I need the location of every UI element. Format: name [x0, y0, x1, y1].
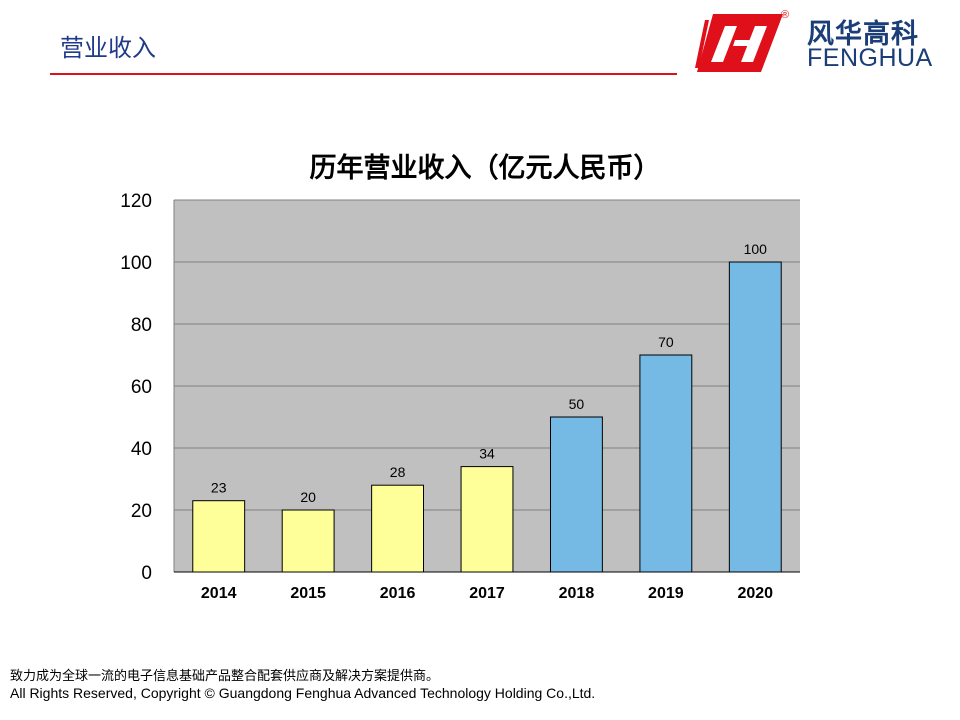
logo-english-name: FENGHUA — [807, 44, 933, 72]
x-tick-label: 2014 — [201, 585, 237, 602]
y-tick-label: 60 — [131, 377, 152, 398]
fenghua-logo-mark-icon — [695, 14, 783, 72]
chart-title: 历年营业收入（亿元人民币） — [310, 152, 661, 184]
data-label: 34 — [479, 446, 495, 462]
y-tick-label: 120 — [120, 191, 152, 212]
data-label: 100 — [744, 241, 768, 257]
data-label: 28 — [390, 464, 406, 480]
bar-2020 — [728, 261, 782, 573]
y-tick-label: 100 — [120, 253, 152, 274]
registered-mark: ® — [781, 9, 790, 21]
x-tick-label: 2019 — [648, 585, 684, 602]
footer-copyright: All Rights Reserved, Copyright © Guangdo… — [10, 685, 596, 701]
data-label: 20 — [300, 489, 316, 505]
company-logo: ® 风华高科 FENGHUA — [695, 9, 945, 74]
y-tick-label: 0 — [141, 563, 152, 584]
x-tick-label: 2017 — [469, 585, 505, 602]
bar-2017 — [460, 466, 514, 573]
x-tick-label: 2018 — [559, 585, 595, 602]
x-tick-label: 2015 — [290, 585, 326, 602]
data-label: 70 — [658, 334, 674, 350]
bar-2018 — [549, 416, 603, 573]
bar-2015 — [281, 509, 335, 573]
page-title: 营业收入 — [60, 34, 156, 62]
data-label: 50 — [569, 396, 585, 412]
title-divider — [50, 73, 677, 75]
logo-chinese-name: 风华高科 — [807, 19, 919, 50]
bar-2019 — [639, 354, 693, 573]
y-tick-label: 40 — [131, 439, 152, 460]
footer-tagline: 致力成为全球一流的电子信息基础产品整合配套供应商及解决方案提供商。 — [10, 669, 440, 684]
y-tick-label: 80 — [131, 315, 152, 336]
bar-2016 — [371, 484, 425, 573]
x-tick-label: 2020 — [737, 585, 773, 602]
data-label: 23 — [211, 480, 227, 496]
x-tick-label: 2016 — [380, 585, 416, 602]
y-tick-label: 20 — [131, 501, 152, 522]
bar-2014 — [192, 500, 246, 573]
